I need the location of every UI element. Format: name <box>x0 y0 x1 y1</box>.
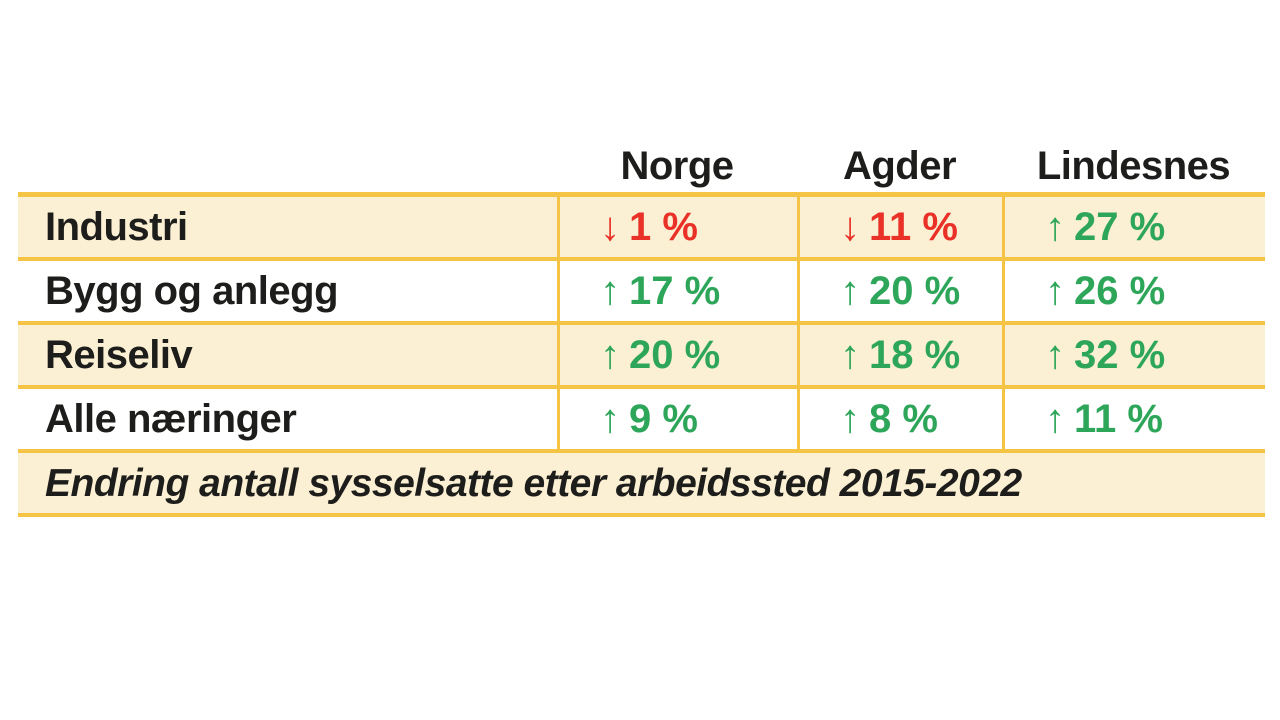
table-row-industri: Industri ↓ 1 % ↓ 11 % ↑ 27 % <box>18 197 1265 261</box>
value-cell-agder: ↓ 11 % <box>797 197 1002 257</box>
value-text: 27 % <box>1074 205 1166 249</box>
row-label: Industri <box>45 205 188 249</box>
table-row-reiseliv: Reiseliv ↑ 20 % ↑ 18 % ↑ 32 % <box>18 325 1265 389</box>
value-text: 1 % <box>629 205 698 249</box>
up-arrow-icon: ↑ <box>600 269 620 313</box>
column-header-norge: Norge <box>620 144 734 188</box>
up-arrow-icon: ↑ <box>600 333 620 377</box>
table-row-alle-naeringer: Alle næringer ↑ 9 % ↑ 8 % ↑ 11 % <box>18 389 1265 453</box>
value-text: 17 % <box>629 269 721 313</box>
table-caption: Endring antall sysselsatte etter arbeids… <box>45 461 1022 505</box>
row-label: Reiseliv <box>45 333 193 377</box>
table-header-row: Norge Agder Lindesnes <box>18 128 1265 192</box>
table-caption-row: Endring antall sysselsatte etter arbeids… <box>18 453 1265 517</box>
value-text: 26 % <box>1074 269 1166 313</box>
value-cell-agder: ↑ 18 % <box>797 325 1002 385</box>
up-arrow-icon: ↑ <box>840 397 860 441</box>
up-arrow-icon: ↑ <box>1045 269 1065 313</box>
value-cell-lindesnes: ↑ 27 % <box>1002 197 1265 257</box>
value-text: 32 % <box>1074 333 1166 377</box>
value-cell-lindesnes: ↑ 26 % <box>1002 261 1265 321</box>
column-header-agder: Agder <box>842 144 957 188</box>
down-arrow-icon: ↓ <box>840 205 860 249</box>
value-cell-agder: ↑ 8 % <box>797 389 1002 449</box>
up-arrow-icon: ↑ <box>600 397 620 441</box>
value-text: 20 % <box>629 333 721 377</box>
value-text: 20 % <box>869 269 961 313</box>
up-arrow-icon: ↑ <box>1045 397 1065 441</box>
value-cell-norge: ↑ 20 % <box>557 325 797 385</box>
row-label: Alle næringer <box>45 397 297 441</box>
down-arrow-icon: ↓ <box>600 205 620 249</box>
value-cell-norge: ↓ 1 % <box>557 197 797 257</box>
column-header-lindesnes: Lindesnes <box>1036 144 1231 188</box>
up-arrow-icon: ↑ <box>1045 205 1065 249</box>
value-text: 11 % <box>1074 397 1163 441</box>
header-empty-cell <box>18 186 557 192</box>
value-cell-agder: ↑ 20 % <box>797 261 1002 321</box>
value-text: 11 % <box>869 205 958 249</box>
table-row-bygg-og-anlegg: Bygg og anlegg ↑ 17 % ↑ 20 % ↑ 26 % <box>18 261 1265 325</box>
up-arrow-icon: ↑ <box>1045 333 1065 377</box>
value-text: 8 % <box>869 397 938 441</box>
value-cell-lindesnes: ↑ 11 % <box>1002 389 1265 449</box>
value-cell-norge: ↑ 17 % <box>557 261 797 321</box>
value-text: 18 % <box>869 333 961 377</box>
table-body: Industri ↓ 1 % ↓ 11 % ↑ 27 % Bygg og anl… <box>18 192 1265 517</box>
up-arrow-icon: ↑ <box>840 269 860 313</box>
value-cell-norge: ↑ 9 % <box>557 389 797 449</box>
value-text: 9 % <box>629 397 698 441</box>
row-label: Bygg og anlegg <box>45 269 339 313</box>
employment-change-table: Norge Agder Lindesnes Industri ↓ 1 % ↓ 1… <box>18 128 1265 517</box>
up-arrow-icon: ↑ <box>840 333 860 377</box>
value-cell-lindesnes: ↑ 32 % <box>1002 325 1265 385</box>
